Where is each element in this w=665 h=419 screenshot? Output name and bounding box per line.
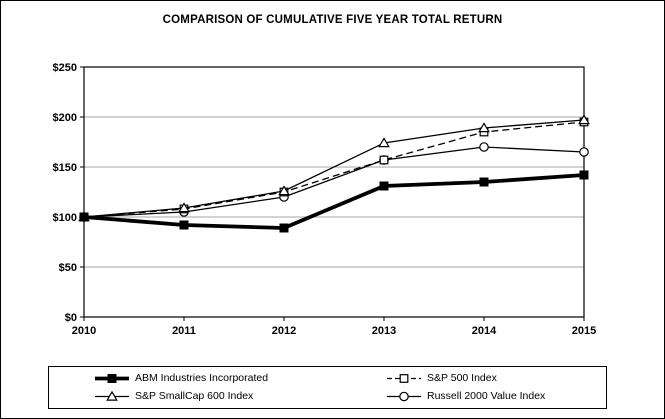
x-tick-label: 2014 <box>472 325 497 337</box>
series-marker-2 <box>478 122 490 133</box>
legend-label: S&P 500 Index <box>427 372 497 384</box>
series-marker-3 <box>579 147 589 157</box>
series-marker-2 <box>378 137 390 148</box>
y-tick-label: $0 <box>65 312 77 324</box>
y-tick-label: $150 <box>53 162 77 174</box>
series-marker-3 <box>479 142 489 152</box>
legend-item-sp500: S&P 500 Index <box>387 371 497 385</box>
series-marker-legend <box>399 373 409 383</box>
legend-item-abm-industries: ABM Industries Incorporated <box>95 371 268 385</box>
series-marker-0 <box>379 181 389 191</box>
series-marker-2 <box>278 185 290 196</box>
series-marker-legend <box>106 390 118 401</box>
series-marker-1 <box>379 155 389 165</box>
legend-label: ABM Industries Incorporated <box>135 372 269 384</box>
series-line-2 <box>83 119 585 218</box>
chart-title: COMPARISON OF CUMULATIVE FIVE YEAR TOTAL… <box>162 14 503 26</box>
series-marker-0 <box>79 212 89 222</box>
legend-marker-open-square <box>387 373 421 383</box>
y-tick-label: $200 <box>53 112 77 124</box>
series-line-3 <box>83 146 585 218</box>
series-marker-legend <box>107 373 117 383</box>
y-tick-label: $250 <box>53 62 77 74</box>
series-marker-2 <box>178 202 190 213</box>
legend-marker-open-circle <box>387 391 421 401</box>
series-marker-0 <box>579 170 589 180</box>
x-tick-label: 2015 <box>572 325 596 337</box>
legend-marker-filled-square <box>95 373 129 383</box>
legend-label: S&P SmallCap 600 Index <box>135 390 254 402</box>
x-tick-label: 2012 <box>272 325 296 337</box>
plot-frame <box>83 66 585 318</box>
x-tick-label: 2011 <box>172 325 196 337</box>
x-tick-label: 2013 <box>372 325 396 337</box>
legend-label: Russell 2000 Value Index <box>427 390 546 402</box>
x-tick-label: 2010 <box>72 325 96 337</box>
legend-item-russell2000-value: Russell 2000 Value Index <box>387 389 545 403</box>
series-marker-2 <box>578 114 590 125</box>
y-tick-label: $50 <box>59 262 77 274</box>
legend-marker-open-triangle <box>95 390 129 401</box>
series-marker-0 <box>279 223 289 233</box>
y-tick-label: $100 <box>53 212 77 224</box>
series-marker-0 <box>479 177 489 187</box>
legend-box: ABM Industries Incorporated S&P 500 Inde… <box>48 366 607 409</box>
legend-item-sp-smallcap600: S&P SmallCap 600 Index <box>95 389 253 403</box>
series-line-0 <box>83 173 585 230</box>
series-marker-0 <box>179 220 189 230</box>
series-marker-legend <box>399 391 409 401</box>
series-line-1 <box>83 121 585 218</box>
plot-area: $0 $50 $100 $150 $200 $250 2010 2011 2012 2013 201… <box>53 62 597 337</box>
